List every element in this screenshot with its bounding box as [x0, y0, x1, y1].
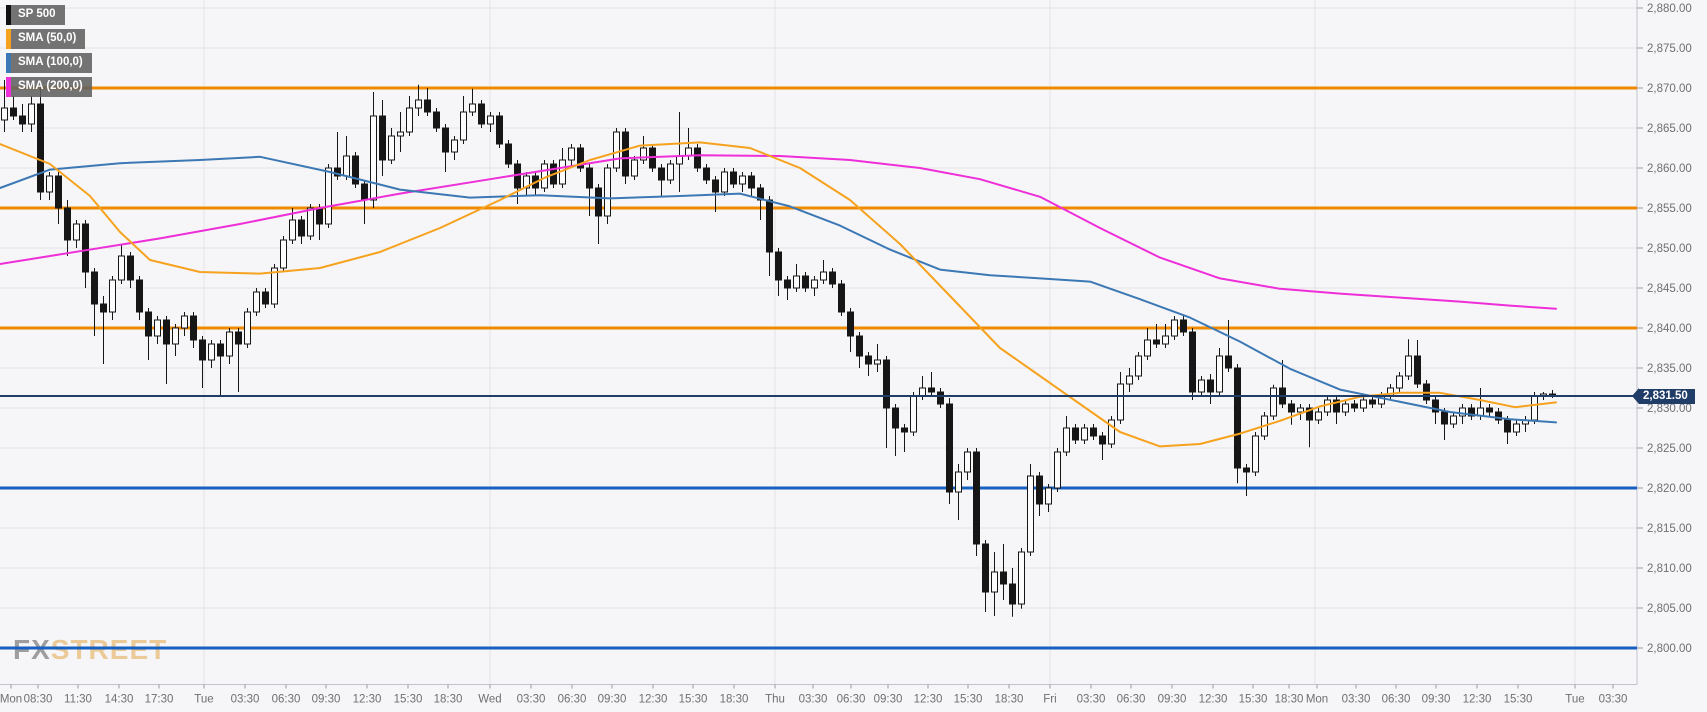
time-axis-label: Wed [478, 694, 501, 706]
legend-label: SMA (50,0) [11, 29, 86, 49]
time-axis-label: 15:30 [1504, 694, 1533, 706]
time-axis-label: 11:30 [64, 694, 92, 706]
price-axis-label: 2,860.00 [1647, 163, 1692, 175]
legend-color-chip [6, 5, 11, 25]
time-axis-label: 09:30 [1422, 694, 1451, 706]
price-axis-label: 2,825.00 [1647, 443, 1692, 455]
level-lines [0, 86, 1637, 650]
time-axis-label: 14:30 [105, 694, 134, 706]
time-axis: Mon 08:30 11:30 14:30 17:30 Tue 03:30 06:30 09:3… [0, 684, 1628, 706]
time-axis-label: 09:30 [598, 694, 627, 706]
time-axis-label: 03:30 [799, 694, 828, 706]
price-axis-label: 2,815.00 [1647, 523, 1692, 535]
candlestick-series [1, 80, 1556, 617]
price-axis-label: 2,840.00 [1647, 323, 1692, 335]
price-axis-label: 2,880.00 [1647, 3, 1692, 15]
price-axis-label: 2,855.00 [1647, 203, 1692, 215]
time-axis-label: 09:30 [312, 694, 341, 706]
price-axis-label: 2,870.00 [1647, 83, 1692, 95]
time-axis-label: 18:30 [720, 694, 749, 706]
time-axis-label: 12:30 [353, 694, 382, 706]
legend-item-sma-200-0[interactable]: SMA (200,0) [6, 77, 92, 97]
time-axis-label: 12:30 [639, 694, 668, 706]
price-axis-label: 2,865.00 [1647, 123, 1692, 135]
legend-item-sma-100-0[interactable]: SMA (100,0) [6, 53, 92, 73]
time-axis-label: 17:30 [145, 694, 174, 706]
time-axis-label: 15:30 [679, 694, 708, 706]
time-axis-label: 03:30 [1077, 694, 1106, 706]
price-axis-label: 2,845.00 [1647, 283, 1692, 295]
price-axis-label: 2,875.00 [1647, 43, 1692, 55]
sma-line-2000 [0, 154, 1557, 310]
time-axis-label: 12:30 [914, 694, 943, 706]
legend-item-sp-500[interactable]: SP 500 [6, 5, 92, 25]
price-axis-label: 2,830.00 [1647, 403, 1692, 415]
time-axis-label: 18:30 [434, 694, 463, 706]
current-price-badge: 2,831.50 [1632, 388, 1695, 405]
price-axis: 2,880.00 2,875.00 2,870.00 2,865.00 2,860.00… [1637, 3, 1692, 655]
time-axis-label: 03:30 [231, 694, 260, 706]
time-axis-label: 18:30 [995, 694, 1024, 706]
time-axis-label: 12:30 [1463, 694, 1492, 706]
time-axis-label: 15:30 [954, 694, 983, 706]
time-axis-label: Thu [765, 694, 785, 706]
price-axis-label: 2,835.00 [1647, 363, 1692, 375]
time-axis-label: Tue [1565, 694, 1584, 706]
time-axis-label: 03:30 [1342, 694, 1371, 706]
chart-legend: SP 500 SMA (50,0) SMA (100,0) SMA (200,0) [6, 5, 92, 101]
time-axis-label: Mon [1306, 694, 1328, 706]
time-axis-label: 08:30 [24, 694, 53, 706]
legend-color-chip [6, 77, 11, 97]
time-axis-label: 03:30 [1599, 694, 1628, 706]
legend-color-chip [6, 53, 11, 73]
time-axis-label: 06:30 [272, 694, 301, 706]
legend-label: SMA (200,0) [11, 77, 92, 97]
time-axis-label: 12:30 [1199, 694, 1228, 706]
price-axis-label: 2,820.00 [1647, 483, 1692, 495]
legend-label: SMA (100,0) [11, 53, 92, 73]
price-axis-label: 2,850.00 [1647, 243, 1692, 255]
legend-item-sma-50-0[interactable]: SMA (50,0) [6, 29, 92, 49]
legend-color-chip [6, 29, 11, 49]
price-axis-label: 2,800.00 [1647, 643, 1692, 655]
time-axis-label: 09:30 [874, 694, 903, 706]
price-badge-arrow-icon [1632, 388, 1639, 404]
time-axis-label: 06:30 [558, 694, 587, 706]
price-axis-label: 2,810.00 [1647, 563, 1692, 575]
legend-label: SP 500 [11, 5, 65, 25]
time-axis-label: Fri [1043, 694, 1056, 706]
current-price-value: 2,831.50 [1639, 388, 1695, 404]
time-axis-label: Tue [194, 694, 213, 706]
time-axis-label: Mon [0, 694, 22, 706]
time-axis-label: 15:30 [394, 694, 423, 706]
time-axis-label: 18:30 [1275, 694, 1304, 706]
time-axis-label: 03:30 [517, 694, 546, 706]
time-axis-label: 09:30 [1158, 694, 1187, 706]
time-axis-label: 06:30 [1117, 694, 1146, 706]
price-axis-label: 2,805.00 [1647, 603, 1692, 615]
sma-line-1000 [0, 155, 1557, 424]
sma-line-500 [0, 141, 1557, 448]
time-axis-label: 15:30 [1239, 694, 1268, 706]
time-axis-label: 06:30 [837, 694, 866, 706]
time-axis-label: 06:30 [1382, 694, 1411, 706]
